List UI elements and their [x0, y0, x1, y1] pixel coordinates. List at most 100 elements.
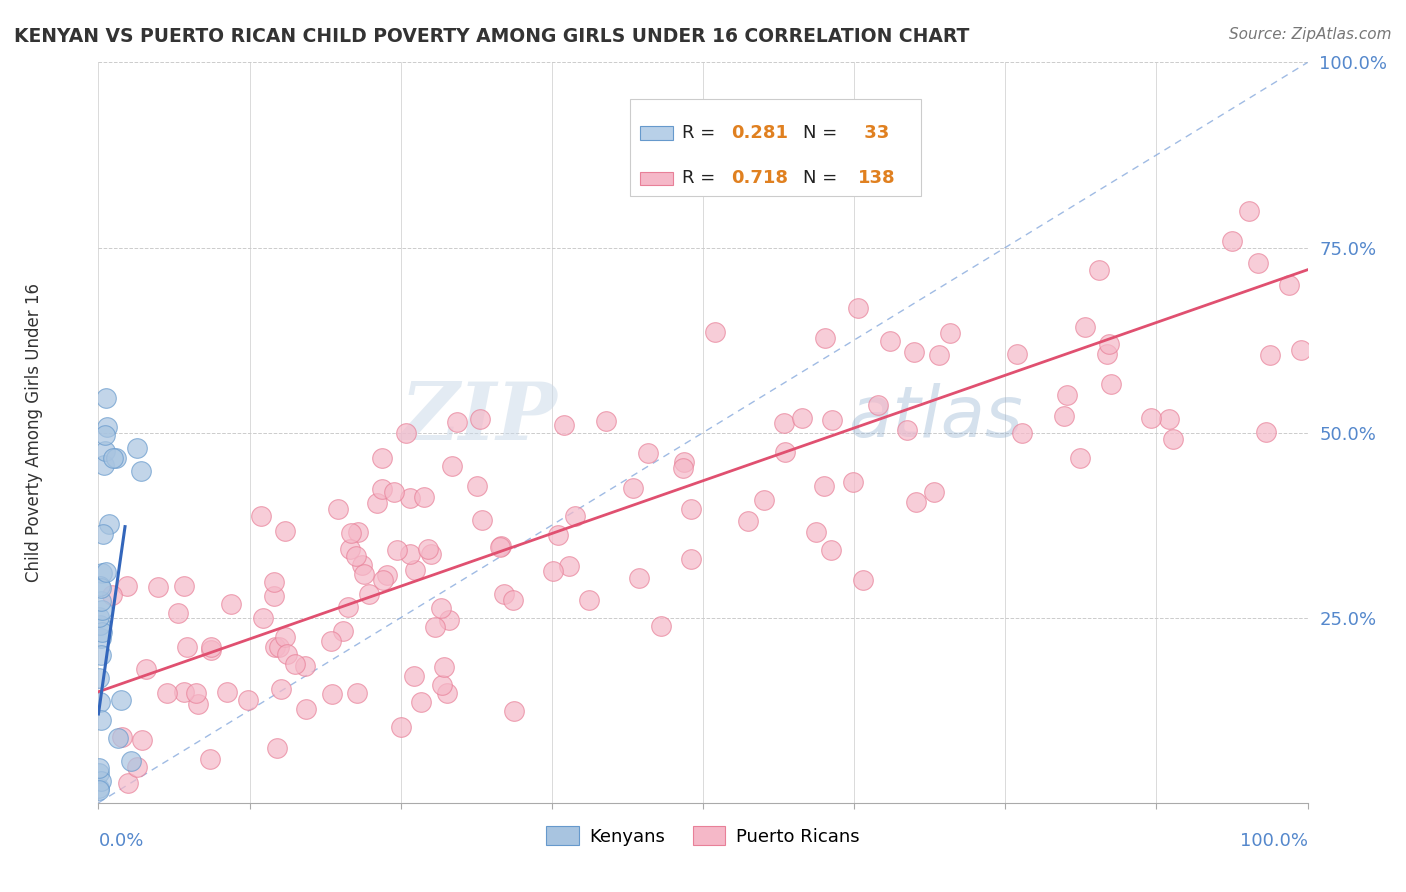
Point [430, 600, 453, 615]
Point [269, 640, 291, 654]
Point [347, 524, 370, 539]
Point [1254, 425, 1277, 440]
Y-axis label: Child Poverty Among Girls Under 16: Child Poverty Among Girls Under 16 [25, 283, 42, 582]
Point [90, 625, 112, 640]
Point [1074, 319, 1097, 334]
Point [295, 702, 318, 716]
FancyBboxPatch shape [630, 99, 921, 195]
Point [896, 423, 918, 437]
Point [433, 660, 456, 674]
Point [1099, 376, 1122, 391]
Point [436, 686, 458, 700]
Point [96, 419, 118, 434]
Point [621, 481, 644, 495]
Point [117, 776, 139, 790]
Point [97, 517, 120, 532]
Point [146, 580, 169, 594]
Point [94, 565, 117, 579]
Point [117, 579, 139, 593]
Point [94, 427, 117, 442]
Point [879, 334, 901, 349]
Point [752, 492, 775, 507]
Point [238, 692, 260, 706]
Text: R =: R = [682, 169, 721, 187]
Point [263, 575, 285, 590]
Point [90, 714, 112, 728]
Point [94, 391, 117, 405]
Point [135, 662, 157, 676]
Point [814, 331, 837, 345]
Text: ZIP: ZIP [401, 379, 558, 457]
Point [90, 581, 112, 595]
Point [437, 613, 460, 627]
Point [339, 541, 361, 556]
Point [250, 509, 273, 524]
Point [681, 552, 703, 566]
Point [1011, 426, 1033, 441]
Point [541, 564, 564, 578]
Point [89, 695, 111, 709]
Point [903, 345, 925, 359]
Point [1053, 409, 1076, 423]
Point [672, 461, 695, 475]
Point [215, 685, 238, 699]
Point [494, 587, 516, 601]
Text: 0.718: 0.718 [731, 169, 787, 187]
Point [344, 549, 367, 563]
Point [471, 513, 494, 527]
Point [371, 450, 394, 465]
Point [89, 648, 111, 663]
Point [852, 573, 875, 587]
Point [637, 446, 659, 460]
Point [398, 547, 420, 561]
Point [489, 539, 512, 553]
Point [924, 484, 946, 499]
Point [200, 642, 222, 657]
Point [176, 640, 198, 655]
Point [385, 542, 408, 557]
Point [90, 773, 112, 788]
Point [284, 657, 307, 672]
Point [328, 502, 350, 516]
Point [274, 524, 297, 538]
Point [219, 597, 242, 611]
Point [87, 761, 110, 775]
Point [628, 571, 651, 585]
Point [1159, 411, 1181, 425]
Text: KENYAN VS PUERTO RICAN CHILD POVERTY AMONG GIRLS UNDER 16 CORRELATION CHART: KENYAN VS PUERTO RICAN CHILD POVERTY AMO… [14, 27, 969, 45]
Point [319, 634, 342, 648]
Point [1237, 203, 1260, 218]
Text: atlas: atlas [848, 384, 1022, 452]
Point [90, 603, 112, 617]
Text: 138: 138 [858, 169, 896, 187]
Point [131, 733, 153, 747]
Point [346, 685, 368, 699]
Point [87, 671, 110, 685]
Point [339, 525, 361, 540]
Text: N =: N = [803, 124, 844, 142]
Point [90, 632, 112, 646]
Point [1097, 346, 1119, 360]
Point [446, 415, 468, 429]
Point [366, 495, 388, 509]
Point [772, 416, 794, 430]
Point [503, 704, 526, 718]
Point [91, 527, 114, 541]
Point [737, 514, 759, 528]
Text: 33: 33 [858, 124, 889, 142]
Point [375, 568, 398, 582]
Point [120, 754, 142, 768]
Text: N =: N = [803, 169, 844, 187]
Point [790, 410, 813, 425]
Legend: Kenyans, Puerto Ricans: Kenyans, Puerto Ricans [538, 819, 868, 853]
Point [547, 528, 569, 542]
Point [1056, 387, 1078, 401]
Point [441, 458, 464, 473]
Point [502, 592, 524, 607]
Point [90, 566, 112, 580]
Text: R =: R = [682, 124, 721, 142]
Point [820, 413, 842, 427]
Point [266, 741, 288, 756]
Point [409, 695, 432, 709]
Point [87, 609, 110, 624]
